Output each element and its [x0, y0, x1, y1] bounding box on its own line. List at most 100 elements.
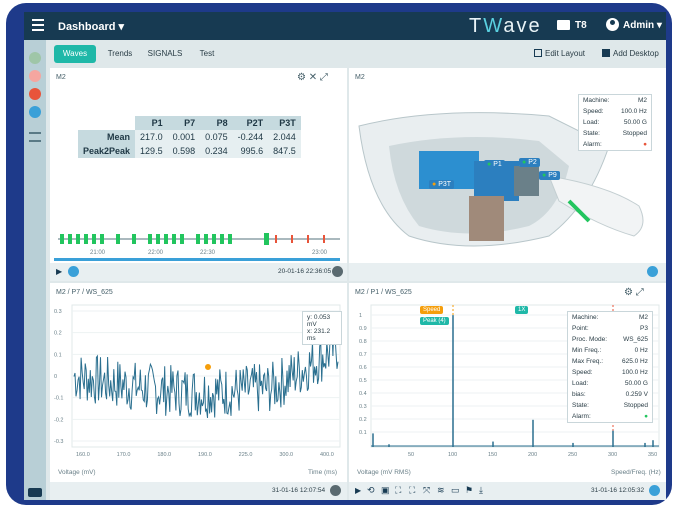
app-screen: Dashboard ▾ TWave T8 Admin ▾ Waves Trend…	[24, 12, 666, 500]
peak-marker-tag[interactable]: Peak (4)	[420, 317, 449, 325]
tooltip-x: x: 231.2 ms	[307, 328, 331, 342]
event-marker[interactable]	[148, 234, 152, 244]
x-tick-label: 50	[408, 452, 414, 458]
timeline-label: 22:00	[148, 250, 164, 256]
play-icon[interactable]: ▶	[56, 267, 63, 276]
tab-waves[interactable]: Waves	[54, 45, 96, 63]
alarm-dot-icon: ●	[643, 141, 647, 148]
event-marker[interactable]	[92, 234, 96, 244]
close-icon[interactable]: ✕	[308, 72, 318, 83]
x-axis-label: Voltage (mV RMS)	[357, 469, 411, 476]
event-marker[interactable]	[156, 234, 160, 244]
wave-icon[interactable]: ≋	[437, 485, 445, 495]
timeline-label: 23:00	[312, 250, 328, 256]
rail-warning-icon[interactable]	[29, 70, 41, 82]
fit-icon[interactable]: ⤧	[423, 485, 431, 495]
event-marker[interactable]	[76, 234, 80, 244]
speed-marker-tag[interactable]: Speed	[420, 306, 444, 314]
y-tick-label: 0.4	[359, 391, 367, 397]
settings-icon[interactable]	[68, 266, 79, 277]
expand-icon[interactable]: ⤢	[635, 287, 644, 298]
table-row: Mean 217.0 0.001 0.075 -0.244 2.044	[78, 130, 301, 144]
event-marker[interactable]	[180, 234, 184, 244]
zoom-icon[interactable]: ⛶	[395, 485, 402, 495]
rail-info-icon[interactable]	[29, 106, 41, 118]
history-icon[interactable]: ⟲	[367, 485, 375, 495]
event-marker[interactable]	[228, 234, 232, 244]
info-row: Load: 50.00 G	[583, 119, 647, 126]
message-icon[interactable]	[557, 20, 570, 30]
info-row: Min Freq.: 0 Hz	[572, 347, 648, 354]
event-marker[interactable]	[196, 234, 200, 244]
timeline-markers	[60, 233, 325, 245]
waveform-chart[interactable]: 0.3 0.2 0.1 0 -0.1 -0.2 -0.3 160.0 170.0 180.0 190…	[50, 297, 347, 467]
notification-count[interactable]: T8	[575, 20, 587, 31]
panel-footer	[349, 263, 666, 281]
image-icon[interactable]: ▣	[381, 485, 390, 495]
top-bar: Dashboard ▾ TWave T8 Admin ▾	[24, 12, 666, 40]
1x-marker-tag[interactable]: 1X	[515, 306, 529, 314]
event-marker[interactable]	[264, 233, 269, 245]
download-icon[interactable]: ⤓	[479, 485, 483, 495]
marker-p3t[interactable]: ● P3T	[429, 180, 455, 189]
info-icon[interactable]	[330, 485, 341, 496]
timeline-scrollbar[interactable]	[54, 258, 340, 261]
y-tick-label: 0.9	[359, 326, 367, 332]
panel-footer: ▶ ⟲ ▣ ⛶ ⛶ ⤧ ≋ ▭ ⚑ ⤓ 31-01-16 12:05:32	[349, 482, 666, 500]
marker-p1[interactable]: ● P1	[484, 160, 505, 169]
panel-title: M2	[355, 74, 365, 81]
y-tick-label: 1	[359, 313, 362, 319]
event-marker[interactable]	[84, 234, 88, 244]
waveform-panel: M2 / P7 / WS_625 0.3 0.2 0.1 0 -0.1 -0.2 -0.3 1…	[50, 283, 347, 500]
add-desktop-button[interactable]: Add Desktop	[602, 49, 659, 58]
window-icon[interactable]: ▭	[451, 485, 460, 495]
marker-p9[interactable]: ● P9	[539, 171, 560, 180]
x-tick-label: 200	[528, 452, 537, 458]
y-tick-label: 0	[54, 374, 57, 380]
tab-trends[interactable]: Trends	[107, 49, 133, 58]
expand-icon[interactable]: ⤢	[319, 72, 328, 83]
event-marker[interactable]	[220, 234, 224, 244]
play-icon[interactable]: ▶	[355, 486, 362, 495]
rail-status-icon[interactable]	[29, 52, 41, 64]
user-menu[interactable]: Admin ▾	[623, 20, 662, 31]
tab-test[interactable]: Test	[199, 49, 215, 58]
cursor-marker[interactable]	[204, 363, 212, 371]
rail-alarm-icon[interactable]	[29, 88, 41, 100]
event-marker[interactable]	[164, 234, 168, 244]
info-icon[interactable]	[647, 266, 658, 277]
y-tick-label: 0.8	[359, 339, 367, 345]
event-marker[interactable]	[212, 234, 216, 244]
device-frame: Dashboard ▾ TWave T8 Admin ▾ Waves Trend…	[6, 3, 672, 505]
twave-logo: TWave	[469, 15, 542, 37]
flag-icon[interactable]: ⚑	[465, 485, 474, 495]
hamburger-icon[interactable]	[32, 19, 44, 31]
timeline[interactable]: 21:00 22:00 22:30 23:00	[50, 228, 347, 263]
tab-signals[interactable]: SIGNALS	[147, 49, 183, 58]
zoom-out-icon[interactable]: ⛶	[409, 485, 416, 495]
turbine-panel: M2 ● P1 ● P2 ● P3T ● P9 Machine: M2 Speed…	[349, 68, 666, 281]
stats-table: P1 P7 P8 P2T P3T Mean 217.0 0.001 0.075 …	[78, 116, 301, 158]
gear-icon[interactable]: ⚙	[624, 287, 633, 298]
event-marker[interactable]	[132, 234, 136, 244]
event-marker[interactable]	[100, 234, 104, 244]
edit-layout-button[interactable]: Edit Layout	[534, 49, 585, 58]
marker-p2[interactable]: ● P2	[519, 158, 540, 167]
timestamp: 31-01-16 12:05:32	[591, 487, 645, 494]
dashboard-dropdown[interactable]: Dashboard ▾	[58, 21, 125, 33]
event-marker[interactable]	[172, 234, 176, 244]
y-tick-label: 0.1	[359, 430, 367, 436]
rail-keyboard-icon[interactable]	[28, 488, 42, 497]
event-marker[interactable]	[116, 234, 120, 244]
rail-list-icon[interactable]	[29, 132, 41, 142]
info-icon[interactable]	[649, 485, 660, 496]
layout-icon	[534, 49, 542, 57]
event-marker[interactable]	[204, 234, 208, 244]
info-icon[interactable]	[332, 266, 343, 277]
timeline-label: 21:00	[90, 250, 106, 256]
event-marker[interactable]	[68, 234, 72, 244]
event-marker[interactable]	[60, 234, 64, 244]
gear-icon[interactable]: ⚙	[297, 72, 306, 83]
info-row: Max Freq.: 625.0 Hz	[572, 358, 648, 365]
user-icon[interactable]	[606, 18, 619, 31]
